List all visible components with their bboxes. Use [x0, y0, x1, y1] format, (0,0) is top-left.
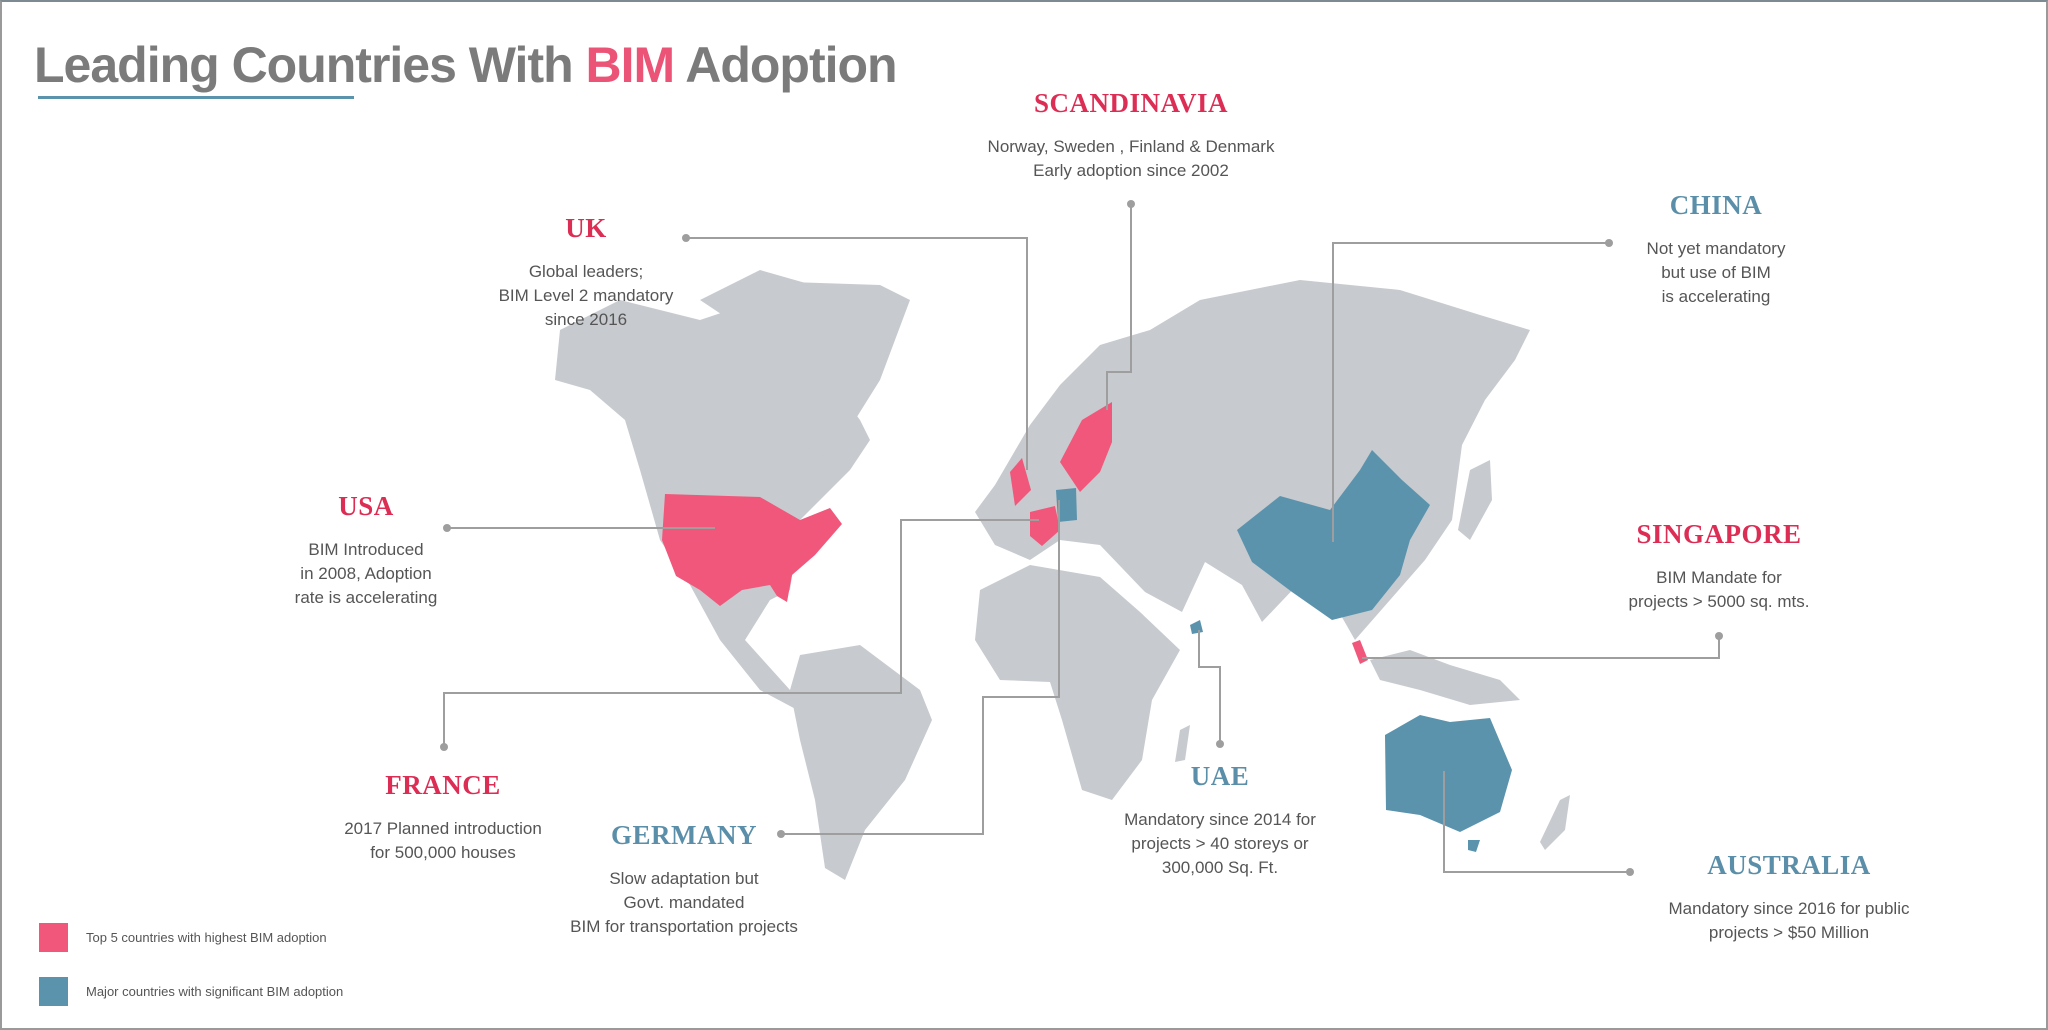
callout-line: in 2008, Adoption [300, 564, 432, 583]
australia-leader [1443, 771, 1630, 873]
callout-title: USA [338, 491, 394, 521]
leader-dots [440, 200, 1723, 876]
japan [1458, 460, 1492, 540]
callout-title: SINGAPORE [1636, 519, 1802, 549]
legend-label: Major countries with significant BIM ado… [86, 984, 344, 999]
callout-line: Mandatory since 2016 for public [1668, 899, 1910, 918]
callout-title: AUSTRALIA [1707, 850, 1871, 880]
greenland [730, 282, 910, 460]
tasmania-shape [1468, 840, 1480, 852]
title-text: Leading Countries With [34, 37, 586, 93]
callout-line: Norway, Sweden , Finland & Denmark [987, 137, 1275, 156]
callout-uk: UK Global leaders; BIM Level 2 mandatory s… [499, 213, 674, 332]
callout-line: BIM Mandate for [1656, 568, 1782, 587]
legend-swatch-pink [39, 923, 68, 952]
australia-shape [1385, 715, 1512, 832]
callout-line: Global leaders; [528, 262, 644, 281]
singapore-shape [1352, 640, 1368, 664]
callout-title: CHINA [1669, 190, 1763, 220]
germany-dot [777, 830, 785, 838]
callout-scandinavia: SCANDINAVIA Norway, Sweden , Finland & D… [988, 88, 1275, 183]
singapore-leader [1362, 636, 1720, 659]
uk-dot [682, 234, 690, 242]
callout-france: FRANCE 2017 Planned introduction for 500,… [344, 770, 542, 865]
title-underline [38, 96, 354, 99]
callout-title: SCANDINAVIA [1033, 88, 1229, 118]
germany-shape [1056, 488, 1077, 522]
callout-line: for 500,000 houses [370, 843, 516, 862]
uae-shape [1190, 620, 1203, 634]
china-dot [1605, 239, 1613, 247]
legend-swatch-teal [39, 977, 68, 1006]
uk-leader [686, 237, 1028, 470]
germany-leader [781, 500, 1060, 835]
callout-line: BIM Level 2 mandatory [498, 286, 674, 305]
new-zealand [1540, 795, 1570, 850]
title-accent: BIM [585, 37, 676, 93]
madagascar [1175, 725, 1190, 762]
callout-singapore: SINGAPORE BIM Mandate for projects > 5000… [1629, 519, 1810, 614]
callout-line: since 2016 [544, 310, 628, 329]
callout-line: rate is accelerating [294, 588, 438, 607]
callout-line: is accelerating [1661, 287, 1771, 306]
callout-title: FRANCE [385, 770, 501, 800]
callout-china: CHINA Not yet mandatory but use of BIM is … [1647, 190, 1786, 309]
callout-line: 2017 Planned introduction [344, 819, 542, 838]
legend-item-top5: Top 5 countries with highest BIM adoptio… [39, 923, 327, 952]
callout-title: UK [565, 213, 607, 243]
callout-line: Not yet mandatory [1646, 239, 1786, 258]
page-title: Leading Countries With BIM Adoption [34, 36, 898, 94]
callout-uae: UAE Mandatory since 2014 for projects > 4… [1124, 761, 1316, 880]
france-shape [1030, 506, 1060, 546]
uae-leader [1198, 630, 1221, 744]
callout-line: Mandatory since 2014 for [1124, 810, 1316, 829]
china-leader [1332, 242, 1609, 542]
legend-item-major: Major countries with significant BIM ado… [39, 977, 343, 1006]
callout-title: UAE [1190, 761, 1250, 791]
scandinavia-shape [1060, 402, 1112, 492]
france-leader [443, 519, 1039, 747]
uk-shape [1010, 458, 1031, 506]
scandinavia-dot [1127, 200, 1135, 208]
callout-line: BIM for transportation projects [570, 917, 798, 936]
callout-line: projects > 5000 sq. mts. [1628, 592, 1810, 611]
scandinavia-leader [1106, 204, 1132, 410]
callout-line: Early adoption since 2002 [1033, 161, 1229, 180]
callout-usa: USA BIM Introduced in 2008, Adoption rate … [295, 491, 438, 610]
callout-line: Slow adaptation but [609, 869, 759, 888]
southeast-asia-islands [1370, 650, 1520, 705]
callout-line: projects > 40 storeys or [1131, 834, 1309, 853]
usa-dot [443, 524, 451, 532]
france-dot [440, 743, 448, 751]
callout-line: but use of BIM [1661, 263, 1771, 282]
usa-shape [662, 494, 842, 606]
callout-australia: AUSTRALIA Mandatory since 2016 for publi… [1669, 850, 1910, 945]
legend-label: Top 5 countries with highest BIM adoptio… [86, 930, 327, 945]
leader-lines [443, 204, 1720, 873]
callout-line: Govt. mandated [623, 893, 745, 912]
australia-dot [1626, 868, 1634, 876]
title-suffix: Adoption [674, 37, 897, 93]
uae-dot [1216, 740, 1224, 748]
africa [975, 565, 1180, 800]
singapore-dot [1715, 632, 1723, 640]
callout-line: projects > $50 Million [1708, 923, 1870, 942]
callout-line: BIM Introduced [308, 540, 424, 559]
callout-title: GERMANY [611, 820, 757, 850]
callout-line: 300,000 Sq. Ft. [1161, 858, 1279, 877]
callout-germany: GERMANY Slow adaptation but Govt. mandate… [570, 820, 798, 939]
south-america [790, 645, 932, 880]
